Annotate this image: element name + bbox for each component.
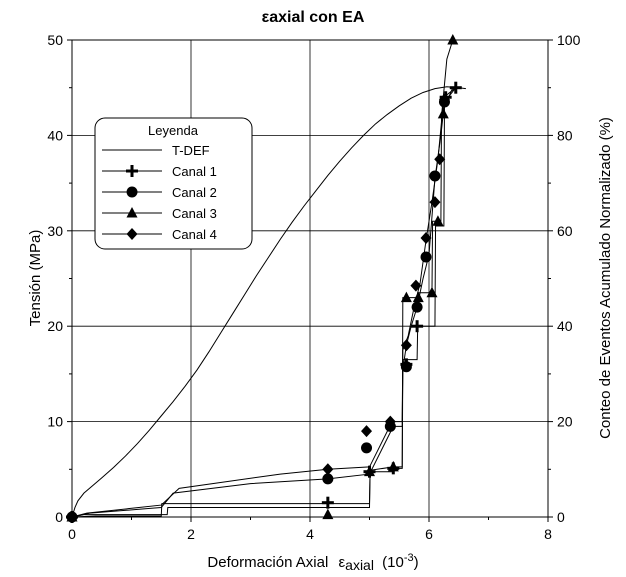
series-canal-1-point <box>411 320 424 333</box>
series-group <box>66 34 466 523</box>
x-tick-label: 8 <box>544 526 552 542</box>
epsilon-glyph: ε <box>338 554 345 571</box>
series-canal-3-point <box>447 34 459 45</box>
legend-label: Canal 2 <box>172 185 217 200</box>
series-canal-3-point <box>364 465 375 477</box>
series-canal-3-point <box>432 215 444 226</box>
series-canal-2-point <box>361 442 373 454</box>
series-canal-2-point <box>322 473 334 485</box>
legend-item-canal-4: Canal 4 <box>102 227 217 242</box>
series-canal-1-line <box>71 87 456 518</box>
x-axis-label: Deformación Axial εaxial (10-3) <box>207 552 418 574</box>
legend-item-canal-2: Canal 2 <box>102 185 217 200</box>
y2-tick-label: 80 <box>557 127 573 143</box>
chart-title-text: axial con EA <box>269 9 365 26</box>
y-tick-label: 10 <box>47 414 63 430</box>
series-canal-3-point <box>387 460 399 472</box>
legend-swatch-marker <box>126 207 138 218</box>
series-canal-4-point <box>438 93 450 106</box>
legend-swatch-marker <box>126 228 138 240</box>
epsilon-glyph: ε <box>262 9 270 26</box>
series-canal-4-point <box>410 279 422 292</box>
series-canal-1-point <box>321 496 334 509</box>
series-canal-4-point <box>434 153 446 166</box>
y-tick-label: 20 <box>47 318 63 334</box>
x-axis-ticks: 0 2 4 6 8 <box>68 517 552 542</box>
legend-label: T-DEF <box>172 143 210 158</box>
series-canal-4-point <box>429 196 441 209</box>
x-tick-label: 6 <box>425 526 433 542</box>
y2-axis-ticks: 0 20 40 60 80 100 <box>548 32 581 525</box>
legend-label: Canal 4 <box>172 227 217 242</box>
x-tick-label: 2 <box>187 526 195 542</box>
series-canal-4-point <box>420 231 432 244</box>
svg-text:εaxial con EA: εaxial con EA <box>262 9 365 26</box>
series-canal-3-point <box>426 286 438 298</box>
series-canal-4-point <box>361 425 373 438</box>
legend-label: Canal 1 <box>172 164 217 179</box>
y2-axis-label: Conteo de Eventos Acumulado Normalizado … <box>597 117 614 439</box>
grid <box>71 39 549 518</box>
series-canal-2-point <box>429 170 441 182</box>
series-canal-4-point <box>384 415 396 428</box>
legend-item-canal-1: Canal 1 <box>102 164 217 179</box>
series-canal-2-point <box>400 361 412 373</box>
series-canal-3-point <box>437 107 449 119</box>
chart-title: εaxial con EA <box>262 9 365 26</box>
y-tick-label: 0 <box>55 509 63 525</box>
series-canal-2-point <box>420 251 432 263</box>
legend-item-t-def: T-DEF <box>102 143 210 158</box>
y2-tick-label: 0 <box>557 509 565 525</box>
x-axis-label-unit: (10 <box>382 554 404 571</box>
series-canal-3-point <box>400 291 412 303</box>
y2-tick-label: 100 <box>557 32 581 48</box>
legend: Leyenda T-DEF Canal 1 Canal 2 Canal 3 Canal … <box>94 117 253 250</box>
x-axis-label-text: Deformación Axial <box>207 554 328 571</box>
x-axis-label-exp: -3 <box>404 552 414 564</box>
y-axis-label: Tensión (MPa) <box>27 230 44 327</box>
y2-tick-label: 20 <box>557 414 573 430</box>
y-tick-label: 30 <box>47 223 63 239</box>
series-canal-4-point <box>400 339 412 352</box>
y2-tick-label: 60 <box>557 223 573 239</box>
legend-swatch-marker <box>126 186 138 198</box>
x-tick-label: 0 <box>68 526 76 542</box>
legend-swatch-marker <box>126 165 138 177</box>
y-axis-ticks: 0 10 20 30 40 50 <box>47 32 72 525</box>
x-tick-label: 4 <box>306 526 314 542</box>
series-canal-3-line <box>71 39 454 518</box>
x-axis-label-close: ) <box>414 554 419 571</box>
y-tick-label: 50 <box>47 32 63 48</box>
legend-title: Leyenda <box>148 123 199 138</box>
legend-items: T-DEF Canal 1 Canal 2 Canal 3 Canal 4 <box>102 143 217 242</box>
series-canal-3-point <box>322 508 334 520</box>
legend-label: Canal 3 <box>172 206 217 221</box>
x-axis-label-sub: axial <box>345 557 374 573</box>
series-canal-3-markers <box>66 34 459 522</box>
series-canal-4-point <box>322 463 334 476</box>
y2-tick-label: 40 <box>557 318 573 334</box>
series-t-def-line <box>71 86 466 518</box>
legend-item-canal-3: Canal 3 <box>102 206 217 221</box>
y-tick-label: 40 <box>47 127 63 143</box>
